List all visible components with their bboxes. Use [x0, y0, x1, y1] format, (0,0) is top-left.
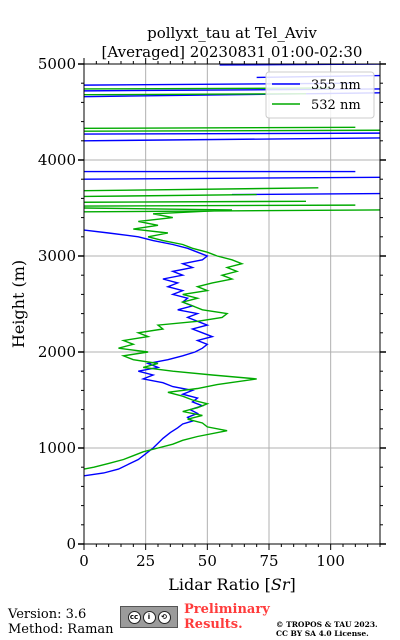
cc-icon: cc [127, 610, 141, 624]
series-spike-532-nm [84, 193, 257, 198]
y-tick-label: 1000 [38, 439, 76, 457]
x-tick-label: 75 [259, 552, 278, 570]
legend-label: 355 nm [311, 78, 361, 93]
x-tick-label: 50 [198, 552, 217, 570]
plot-area [84, 64, 380, 477]
series-spike-355-nm [84, 132, 380, 135]
series-spike-532-nm [84, 204, 356, 207]
series-group [84, 64, 380, 477]
lidar-ratio-chart: pollyxt_tau at Tel_Aviv [Averaged] 20230… [9, 24, 386, 594]
plot-frame [83, 63, 381, 545]
chart-subtitle: [Averaged] 20230831 01:00-02:30 [102, 43, 363, 61]
preliminary-line-2: Results. [184, 617, 243, 632]
x-axis-label: Lidar Ratio [Sr] [168, 575, 296, 594]
version-text: Version: 3.6 [8, 607, 87, 622]
legend: 355 nm 532 nm [265, 71, 375, 119]
legend-label: 532 nm [311, 98, 361, 113]
copyright-line-2: CC BY SA 4.0 License. [276, 629, 369, 638]
grid-lines [83, 63, 380, 545]
by-icon: i [142, 610, 156, 624]
x-tick-label: 100 [316, 552, 345, 570]
y-tick-label: 5000 [38, 55, 76, 73]
series-line-355-nm [84, 229, 215, 477]
method-text: Method: Raman [8, 622, 114, 637]
x-tick-label: 0 [79, 552, 89, 570]
series-spike-532-nm [84, 200, 307, 203]
series-spike-532-nm [84, 209, 380, 213]
copyright-line-1: © TROPOS & TAU 2023. [276, 620, 378, 629]
y-tick-label: 0 [66, 535, 76, 553]
x-tick-label: 25 [136, 552, 155, 570]
y-axis-label: Height (m) [9, 260, 28, 348]
preliminary-notice: Preliminary Results. [184, 602, 270, 632]
series-spike-532-nm [84, 129, 380, 132]
y-tick-label: 4000 [38, 151, 76, 169]
series-line-532-nm [84, 207, 257, 470]
series-spike-355-nm [231, 192, 380, 196]
chart-title: pollyxt_tau at Tel_Aviv [147, 24, 317, 42]
preliminary-line-1: Preliminary [184, 602, 270, 617]
series-spike-532-nm [84, 126, 356, 130]
series-spike-355-nm [84, 137, 380, 142]
cc-license-badge: cc i ⟲ [120, 606, 178, 628]
series-spike-532-nm [84, 187, 319, 192]
sa-icon: ⟲ [157, 610, 171, 624]
y-tick-label: 3000 [38, 247, 76, 265]
copyright-notice: © TROPOS & TAU 2023. CC BY SA 4.0 Licens… [276, 620, 378, 638]
series-spike-355-nm [84, 176, 380, 180]
y-tick-label: 2000 [38, 343, 76, 361]
